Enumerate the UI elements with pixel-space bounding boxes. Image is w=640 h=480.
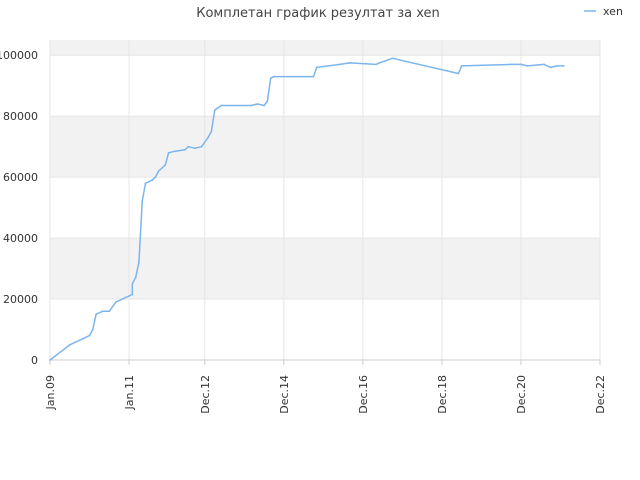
data-point	[95, 313, 98, 316]
data-point	[207, 136, 209, 139]
series-line	[49, 57, 564, 361]
data-point	[131, 293, 134, 296]
data-point	[91, 328, 94, 331]
y-gridlines	[50, 54, 600, 361]
data-point	[141, 200, 144, 203]
legend: xen	[584, 5, 623, 18]
plot-band	[50, 55, 600, 117]
data-point	[263, 104, 265, 107]
data-point	[144, 182, 147, 185]
series-group	[49, 57, 565, 361]
data-point	[128, 295, 130, 297]
data-point	[134, 276, 137, 279]
data-point	[549, 66, 552, 69]
data-point	[378, 61, 381, 64]
data-point	[526, 65, 529, 67]
x-gridlines	[49, 40, 601, 365]
y-tick-label: 40000	[3, 232, 38, 245]
x-axis-labels: Jan.09 Jan.11 Dec.12 Dec.14 Dec.16 Dec.18 Dec.…	[44, 375, 607, 414]
y-tick-label: 0	[31, 354, 38, 367]
y-tick-label: 60000	[3, 171, 38, 184]
data-point	[210, 130, 213, 133]
data-point	[213, 109, 216, 111]
data-point	[520, 63, 522, 66]
data-point	[88, 334, 91, 337]
plot-background	[50, 40, 600, 360]
y-tick-label: 100000	[0, 49, 38, 62]
data-point	[249, 104, 252, 107]
data-point	[157, 170, 160, 172]
plot-band	[50, 116, 600, 178]
x-tick-label: Dec.14	[278, 375, 291, 414]
data-point	[269, 77, 272, 79]
data-point	[174, 150, 177, 153]
x-tick-label: Dec.20	[515, 375, 528, 414]
data-point	[338, 63, 341, 66]
data-point	[101, 310, 104, 313]
plot-band	[50, 299, 600, 360]
data-point	[164, 164, 167, 166]
x-tick-label: Jan.09	[44, 375, 57, 410]
data-point	[460, 65, 463, 67]
x-tick-label: Dec.16	[357, 375, 370, 414]
data-point	[510, 63, 512, 66]
data-point	[375, 63, 377, 66]
data-point	[187, 145, 190, 148]
data-point	[131, 282, 134, 285]
data-point	[256, 103, 259, 105]
data-point	[312, 75, 315, 78]
plot-band	[50, 40, 600, 56]
x-tick-label: Jan.11	[123, 375, 136, 410]
data-point	[543, 63, 545, 66]
data-point	[273, 75, 275, 78]
data-point	[194, 147, 196, 150]
chart-title: Комплетан график резултат за xen	[196, 6, 440, 21]
data-point	[457, 72, 460, 75]
plot-band	[50, 177, 600, 239]
data-point	[266, 100, 269, 102]
data-point	[562, 65, 565, 67]
legend-label: xen	[603, 5, 623, 18]
data-point	[220, 104, 223, 107]
data-point	[114, 301, 117, 303]
data-point	[184, 148, 186, 151]
data-point	[154, 176, 157, 179]
y-axis-labels: 0 20000 40000 60000 80000 100000	[0, 49, 38, 367]
data-point	[108, 310, 111, 313]
data-point	[348, 61, 351, 64]
data-point	[151, 179, 153, 182]
plot-band	[50, 238, 600, 300]
data-point	[138, 261, 140, 264]
data-point	[82, 337, 84, 340]
y-tick-label: 80000	[3, 110, 38, 123]
data-point	[556, 65, 559, 67]
x-tick-label: Dec.12	[199, 375, 212, 414]
data-point	[200, 145, 203, 148]
data-point	[68, 343, 71, 346]
x-tick-label: Dec.22	[594, 375, 607, 414]
data-point	[391, 57, 394, 60]
data-point	[315, 66, 318, 69]
x-tick-label: Dec.18	[436, 375, 449, 414]
data-point	[49, 359, 51, 361]
data-point	[167, 151, 170, 154]
y-tick-label: 20000	[3, 293, 38, 306]
